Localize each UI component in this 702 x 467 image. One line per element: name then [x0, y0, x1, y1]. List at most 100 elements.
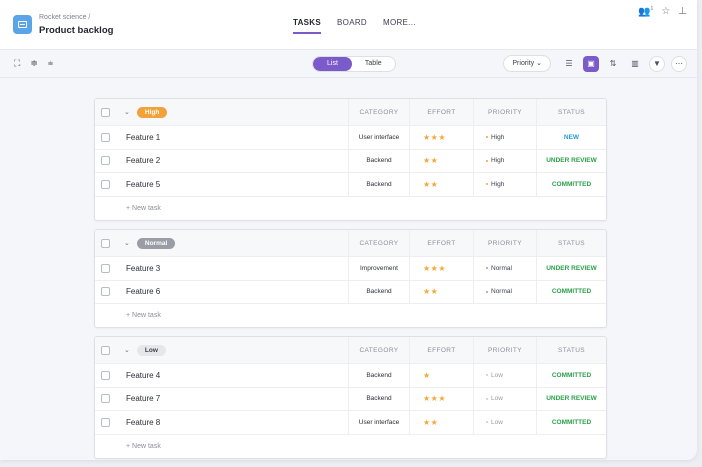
column-header-priority[interactable]: PRIORITY — [473, 337, 536, 363]
filter-lines-icon[interactable]: ⩧ — [47, 58, 54, 68]
table-row[interactable]: Feature 1 User interface ★★★ High NEW — [95, 126, 606, 150]
column-header-priority[interactable]: PRIORITY — [473, 99, 536, 125]
view-table-button[interactable]: Table — [364, 60, 382, 67]
table-row[interactable]: Feature 3 Improvement ★★★ Normal UNDER REVIE… — [95, 257, 606, 281]
task-name[interactable]: Feature 8 — [126, 417, 161, 427]
column-header-effort[interactable]: EFFORT — [409, 337, 473, 363]
list-settings-icon[interactable]: ☰ — [565, 59, 573, 68]
row-checkbox[interactable] — [100, 179, 110, 189]
task-status[interactable]: NEW — [536, 126, 606, 149]
task-priority[interactable]: Low — [473, 364, 536, 387]
task-category[interactable]: Backend — [348, 173, 409, 196]
column-header-status[interactable]: STATUS — [536, 230, 606, 256]
column-header-category[interactable]: CATEGORY — [348, 99, 409, 125]
task-name[interactable]: Feature 6 — [126, 287, 161, 297]
check-view-icon[interactable]: ▣ — [583, 55, 599, 72]
priority-dropdown[interactable]: Priority ⌄ — [503, 55, 551, 72]
filter-icon[interactable]: ▼ — [649, 55, 665, 72]
sort-icon[interactable]: ⇅ — [609, 59, 617, 68]
task-category[interactable]: Backend — [348, 149, 409, 172]
column-header-effort[interactable]: EFFORT — [409, 99, 473, 125]
group-badge[interactable]: Low — [136, 344, 166, 356]
chevron-down-icon[interactable]: ⌄ — [124, 109, 130, 116]
task-effort[interactable]: ★★ — [409, 149, 473, 172]
breadcrumb[interactable]: Rocket science / — [39, 14, 91, 21]
expand-icon[interactable]: ⛶ — [14, 58, 21, 68]
task-status[interactable]: UNDER REVIEW — [536, 149, 606, 172]
chevron-down-icon[interactable]: ⌄ — [124, 347, 130, 354]
task-name[interactable]: Feature 5 — [126, 179, 161, 189]
view-list-button[interactable]: List — [313, 57, 352, 71]
task-name[interactable]: Feature 7 — [126, 394, 161, 404]
task-category[interactable]: Backend — [348, 280, 409, 303]
group-checkbox[interactable] — [100, 345, 110, 355]
chevron-down-icon[interactable]: ⌄ — [124, 240, 130, 247]
column-header-status[interactable]: STATUS — [536, 99, 606, 125]
column-header-status[interactable]: STATUS — [536, 337, 606, 363]
column-header-category[interactable]: CATEGORY — [348, 337, 409, 363]
task-effort[interactable]: ★★★ — [409, 387, 473, 410]
task-effort[interactable]: ★★ — [409, 173, 473, 196]
task-status[interactable]: COMMITTED — [536, 280, 606, 303]
task-name[interactable]: Feature 2 — [126, 156, 161, 166]
row-checkbox[interactable] — [100, 417, 110, 427]
star-icon[interactable]: ☆ — [661, 6, 671, 18]
group-checkbox[interactable] — [100, 107, 110, 117]
task-priority[interactable]: Normal — [473, 280, 536, 303]
new-task-button[interactable]: + New task — [126, 442, 161, 450]
project-icon[interactable] — [13, 15, 32, 34]
row-checkbox[interactable] — [100, 394, 110, 404]
task-status[interactable]: UNDER REVIEW — [536, 257, 606, 280]
task-category[interactable]: Improvement — [348, 257, 409, 280]
task-effort[interactable]: ★★★ — [409, 126, 473, 149]
group-badge[interactable]: Normal — [136, 237, 176, 249]
table-row[interactable]: Feature 2 Backend ★★ High UNDER REVIEW — [95, 149, 606, 173]
task-priority[interactable]: Low — [473, 411, 536, 434]
task-status[interactable]: COMMITTED — [536, 364, 606, 387]
row-checkbox[interactable] — [100, 132, 110, 142]
more-icon[interactable]: ⋯ — [671, 55, 687, 72]
column-header-effort[interactable]: EFFORT — [409, 230, 473, 256]
collapse-icon[interactable]: ≑ — [30, 58, 38, 68]
row-checkbox[interactable] — [100, 263, 110, 273]
task-name[interactable]: Feature 1 — [126, 132, 161, 142]
task-category[interactable]: Backend — [348, 387, 409, 410]
row-checkbox[interactable] — [100, 156, 110, 166]
column-header-category[interactable]: CATEGORY — [348, 230, 409, 256]
task-status[interactable]: COMMITTED — [536, 411, 606, 434]
users-icon[interactable]: 👥1 — [638, 6, 654, 18]
task-effort[interactable]: ★ — [409, 364, 473, 387]
group-badge[interactable]: High — [136, 106, 168, 118]
task-status[interactable]: UNDER REVIEW — [536, 387, 606, 410]
task-priority[interactable]: High — [473, 149, 536, 172]
task-name[interactable]: Feature 3 — [126, 263, 161, 273]
task-effort[interactable]: ★★ — [409, 280, 473, 303]
table-row[interactable]: Feature 4 Backend ★ Low COMMITTED — [95, 364, 606, 388]
task-name[interactable]: Feature 4 — [126, 370, 161, 380]
table-row[interactable]: Feature 5 Backend ★★ High COMMITTED — [95, 173, 606, 197]
column-header-priority[interactable]: PRIORITY — [473, 230, 536, 256]
row-checkbox[interactable] — [100, 287, 110, 297]
task-effort[interactable]: ★★ — [409, 411, 473, 434]
task-category[interactable]: User interface — [348, 411, 409, 434]
task-status[interactable]: COMMITTED — [536, 173, 606, 196]
tab-board[interactable]: BOARD — [337, 18, 367, 27]
new-task-button[interactable]: + New task — [126, 204, 161, 212]
group-checkbox[interactable] — [100, 238, 110, 248]
table-row[interactable]: Feature 7 Backend ★★★ Low UNDER REVIEW — [95, 387, 606, 411]
task-priority[interactable]: Normal — [473, 257, 536, 280]
table-row[interactable]: Feature 8 User interface ★★ Low COMMITTED — [95, 411, 606, 435]
task-priority[interactable]: Low — [473, 387, 536, 410]
task-priority[interactable]: High — [473, 126, 536, 149]
columns-icon[interactable]: ▥ — [631, 59, 639, 68]
table-row[interactable]: Feature 6 Backend ★★ Normal COMMITTED — [95, 280, 606, 304]
row-checkbox[interactable] — [100, 370, 110, 380]
new-task-button[interactable]: + New task — [126, 312, 161, 319]
task-effort[interactable]: ★★★ — [409, 257, 473, 280]
task-category[interactable]: User interface — [348, 126, 409, 149]
pin-icon[interactable]: ⊥ — [678, 6, 687, 18]
tab-tasks[interactable]: TASKS — [293, 18, 322, 34]
tab-more[interactable]: MORE... — [382, 18, 416, 27]
task-category[interactable]: Backend — [348, 364, 409, 387]
task-priority[interactable]: High — [473, 173, 536, 196]
